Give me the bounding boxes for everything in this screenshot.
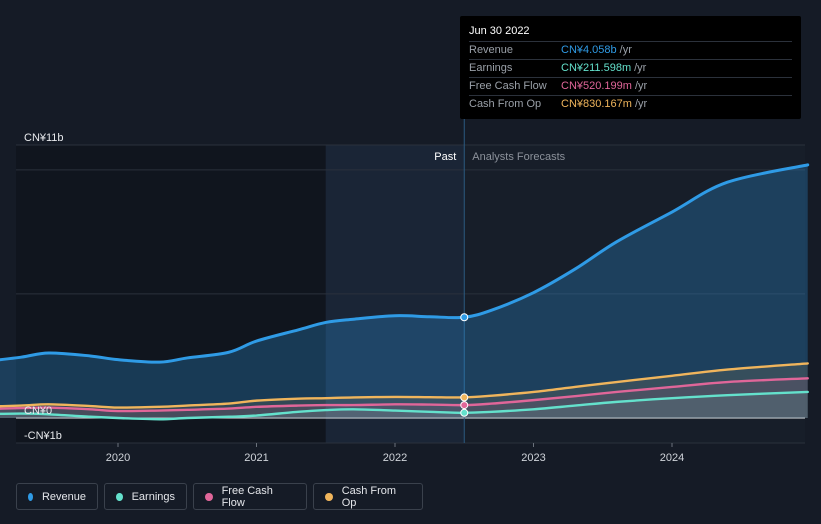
x-tick-label: 2020 <box>106 452 130 464</box>
y-tick-label: CN¥11b <box>24 132 64 144</box>
tooltip-row-fcf: Free Cash Flow CN¥520.199m /yr <box>469 78 792 96</box>
cash-from-op-line <box>0 362 809 409</box>
free-cash-flow-line <box>0 377 809 413</box>
tooltip-row-revenue: Revenue CN¥4.058b /yr <box>469 42 792 60</box>
past-label: Past <box>434 151 456 163</box>
x-tick-label: 2024 <box>660 452 684 464</box>
y-tick-label: CN¥0 <box>24 405 52 417</box>
earnings-line <box>0 390 809 421</box>
tooltip-date: Jun 30 2022 <box>469 22 792 42</box>
tooltip-revenue-value: CN¥4.058b <box>561 44 617 56</box>
earnings-dot-icon <box>116 492 123 501</box>
tooltip-fcf-unit: /yr <box>634 80 648 92</box>
tooltip-cfo-name: Cash From Op <box>469 98 542 110</box>
tooltip-fcf-value: CN¥520.199m <box>561 80 632 92</box>
x-tick-label: 2021 <box>244 452 268 464</box>
revenue-marker <box>460 313 469 322</box>
x-axis-labels: 2020 2021 2022 2023 2024 <box>106 443 684 464</box>
free-cash-flow-marker <box>460 401 469 410</box>
series-lines <box>0 163 810 421</box>
legend-item-revenue[interactable]: Revenue <box>16 483 98 510</box>
earnings-area <box>0 391 808 420</box>
revenue-area <box>0 164 808 418</box>
cash-from-op-marker <box>460 393 469 402</box>
y-tick-label: -CN¥1b <box>24 430 62 442</box>
x-tick-label: 2023 <box>521 452 545 464</box>
free-cash-flow-area <box>0 378 808 418</box>
cash-from-op-area <box>0 363 808 418</box>
legend-item-free-cash-flow[interactable]: Free Cash Flow <box>193 483 307 510</box>
legend-revenue-label: Revenue <box>41 490 86 503</box>
legend-earnings-label: Earnings <box>131 490 175 503</box>
tooltip-cfo-value: CN¥830.167m <box>561 98 632 110</box>
tooltip-earnings-unit: /yr <box>634 62 647 74</box>
legend-item-earnings[interactable]: Earnings <box>104 483 187 510</box>
legend-cash-from-op-label: Cash From Op <box>341 484 397 509</box>
tooltip-earnings-name: Earnings <box>469 62 513 74</box>
gridlines <box>16 16 805 444</box>
legend-item-cash-from-op[interactable]: Cash From Op <box>313 483 423 510</box>
x-tick-label: 2022 <box>383 452 407 464</box>
forecast-label: Analysts Forecasts <box>472 151 565 163</box>
revenue-dot-icon <box>28 492 33 501</box>
series-areas <box>0 164 808 420</box>
cash-from-op-dot-icon <box>325 492 333 501</box>
tooltip: Jun 30 2022 Revenue CN¥4.058b /yr Earnin… <box>460 16 801 119</box>
revenue-line <box>0 163 810 364</box>
tooltip-row-earnings: Earnings CN¥211.598m /yr <box>469 60 792 78</box>
tooltip-fcf-name: Free Cash Flow <box>469 80 547 92</box>
tooltip-earnings-value: CN¥211.598m <box>561 62 632 74</box>
earnings-marker <box>460 408 469 417</box>
legend-free-cash-flow-label: Free Cash Flow <box>221 484 273 509</box>
tooltip-revenue-unit: /yr <box>619 44 632 56</box>
tooltip-revenue-name: Revenue <box>469 44 514 56</box>
tooltip-cfo-unit: /yr <box>634 98 648 110</box>
y-axis-labels: CN¥11b CN¥0 -CN¥1b <box>24 132 64 442</box>
tooltip-row-cfo: Cash From Op CN¥830.167m /yr <box>469 96 792 113</box>
free-cash-flow-dot-icon <box>205 492 213 501</box>
divider-markers <box>460 313 469 417</box>
legend: Revenue Earnings Free Cash Flow Cash Fro… <box>16 483 423 510</box>
